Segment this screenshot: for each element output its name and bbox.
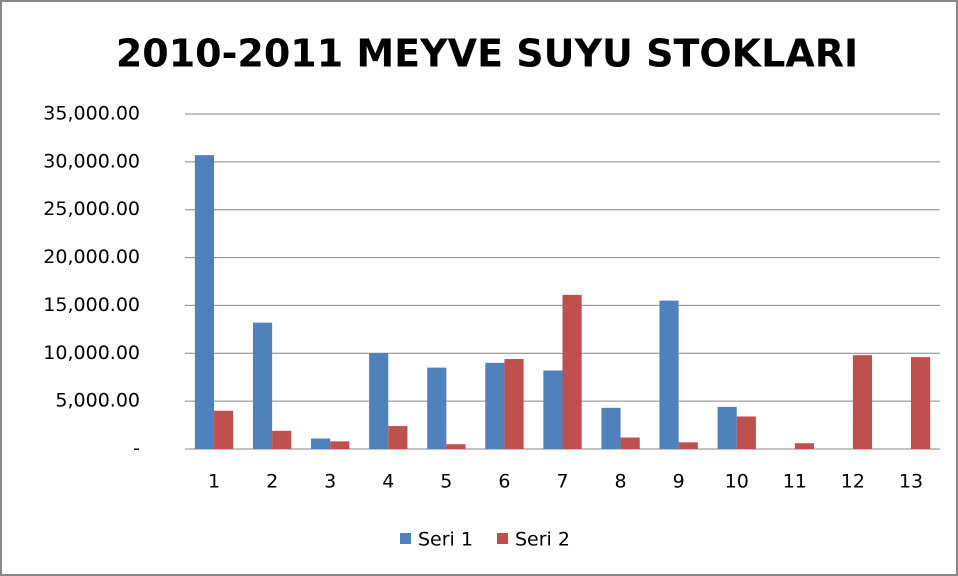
bar [504,359,524,449]
y-tick-label: 5,000.00 [55,390,140,412]
bar [543,370,563,449]
bar [252,322,273,449]
bar [794,443,814,449]
bar [562,294,582,449]
y-tick-label: 10,000.00 [43,342,140,364]
bar [446,444,466,449]
y-tick-label: 30,000.00 [43,150,140,172]
bar [388,426,408,449]
bar [717,406,737,449]
bar [194,155,215,449]
x-tick-label: 12 [841,471,865,493]
x-tick-label: 6 [498,471,510,493]
y-tick-label: 25,000.00 [43,198,140,220]
bar [620,437,640,449]
legend-swatch [496,533,508,544]
x-tick-label: 2 [266,471,278,493]
legend-label: Seri 2 [515,529,570,551]
bar [910,357,931,449]
bar [485,362,505,449]
legend-swatch [400,533,411,544]
bar [272,430,292,449]
bar [214,410,234,449]
bar [311,438,331,449]
x-tick-label: 7 [556,471,568,493]
bar [330,441,350,449]
y-tick-label: - [133,438,140,460]
x-tick-label: 9 [673,471,685,493]
y-tick-label: 20,000.00 [43,246,140,268]
x-tick-label: 10 [725,471,749,493]
x-tick-label: 4 [382,471,394,493]
x-tick-label: 8 [615,471,627,493]
bar [736,416,756,449]
y-tick-label: 15,000.00 [43,294,140,316]
bar [852,355,873,449]
bar [369,353,389,449]
bar [601,407,621,449]
x-tick-label: 5 [440,471,452,493]
y-tick-label: 35,000.00 [43,103,140,125]
chart-title: 2010-2011 MEYVE SUYU STOKLARI [116,32,858,76]
x-tick-label: 1 [208,471,220,493]
bar [427,367,447,449]
legend-label: Seri 1 [418,529,473,551]
bar [659,300,679,449]
x-tick-label: 3 [324,471,336,493]
x-tick-label: 11 [783,471,807,493]
bar [678,442,698,449]
x-tick-label: 13 [899,471,923,493]
